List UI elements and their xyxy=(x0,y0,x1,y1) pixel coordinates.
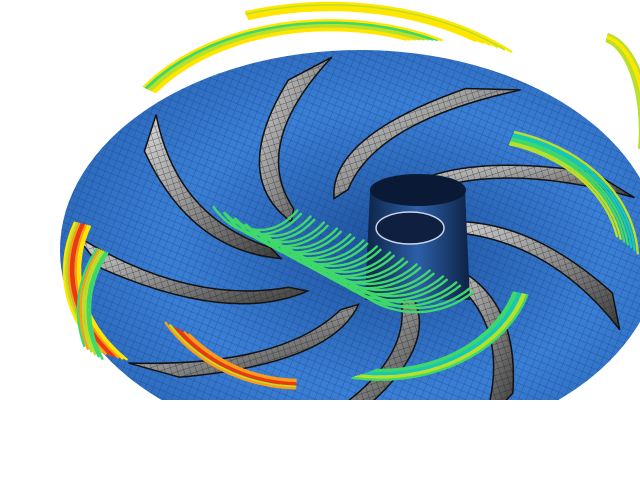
impeller-blade xyxy=(427,220,621,331)
streamline xyxy=(150,25,421,92)
streamline xyxy=(508,143,619,238)
streamline xyxy=(510,139,626,243)
streamline xyxy=(512,135,633,249)
streamline xyxy=(142,18,443,88)
streamline xyxy=(188,333,297,382)
streamline xyxy=(164,321,297,390)
streamline xyxy=(178,329,297,385)
streamline xyxy=(246,4,499,48)
streamline-group xyxy=(62,1,640,390)
streamline xyxy=(513,131,639,255)
streamline xyxy=(512,133,636,252)
streamline xyxy=(350,283,475,314)
streamline xyxy=(173,326,297,387)
impeller-blade xyxy=(437,259,515,400)
streamline xyxy=(76,247,99,348)
shaft xyxy=(365,174,470,300)
streamline xyxy=(605,40,640,150)
streamline xyxy=(223,209,299,232)
streamline xyxy=(607,33,640,76)
impeller-blade xyxy=(258,56,333,224)
impeller-blade xyxy=(143,114,283,260)
streamline xyxy=(244,1,513,53)
streamline xyxy=(71,223,116,358)
streamline xyxy=(247,7,484,44)
streamline xyxy=(606,36,640,93)
streamline xyxy=(145,21,434,89)
streamline xyxy=(183,331,297,383)
streamline xyxy=(245,3,506,51)
streamline xyxy=(509,141,622,240)
streamline xyxy=(79,248,101,350)
streamline xyxy=(351,294,529,382)
streamline xyxy=(606,34,640,84)
streamline xyxy=(169,324,297,388)
streamline xyxy=(86,251,107,358)
impeller-blade xyxy=(333,87,521,200)
streamline xyxy=(511,137,629,246)
impeller-blade xyxy=(128,303,360,378)
streamline xyxy=(606,38,640,108)
streamline xyxy=(248,8,477,42)
streamline xyxy=(364,287,471,310)
streamline xyxy=(83,250,105,356)
streamline xyxy=(246,5,492,46)
streamline xyxy=(88,252,109,360)
streamline xyxy=(81,249,103,353)
